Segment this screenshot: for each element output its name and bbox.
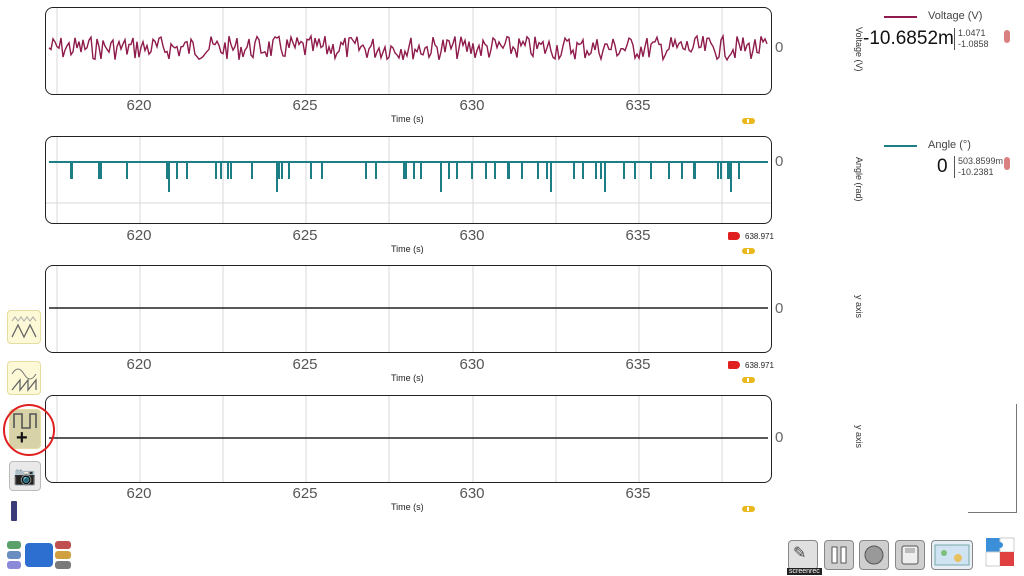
graph3-cursor-value: 638.971: [745, 361, 774, 370]
graph1-x-axis-label: Time (s): [391, 114, 424, 124]
screenrec-label: screenrec: [787, 568, 822, 575]
record-icon: [864, 545, 884, 565]
save-icon: [901, 545, 919, 565]
graph3-time-marker[interactable]: [742, 377, 755, 383]
save-button[interactable]: [895, 540, 925, 570]
triangle-wave-icon: [11, 316, 37, 339]
sidebar-handle[interactable]: [11, 501, 17, 521]
graph1-time-marker[interactable]: [742, 118, 755, 124]
graph4[interactable]: [45, 395, 772, 483]
graph2-y-axis-label: Angle (rad): [854, 157, 864, 202]
angle-legend-name: Angle (°): [928, 139, 971, 151]
graph1-zero-label: 0: [775, 39, 784, 56]
pause-button[interactable]: [824, 540, 854, 570]
graph3[interactable]: [45, 265, 772, 353]
graph3-zero-label: 0: [775, 300, 784, 317]
graph2-zero-label: 0: [775, 153, 784, 170]
x-tick: 625: [292, 356, 318, 373]
x-tick: 620: [126, 356, 152, 373]
app-menu-button[interactable]: [5, 539, 75, 571]
voltage-legend-swatch: [884, 16, 917, 18]
x-tick: 625: [292, 227, 318, 244]
pause-icon: [831, 546, 847, 564]
angle-legend-swatch: [884, 145, 917, 147]
x-tick: 635: [625, 356, 651, 373]
graph3-cursor-flag[interactable]: [728, 361, 740, 369]
camera-icon: 📷: [13, 466, 37, 486]
graph2-time-marker[interactable]: [742, 248, 755, 254]
graph4-x-axis-label: Time (s): [391, 502, 424, 512]
waveform-generator-button[interactable]: [7, 310, 41, 344]
graph2-cursor-flag[interactable]: [728, 232, 740, 240]
graph3-x-ticks: 620 625 630 635: [45, 356, 770, 376]
voltage-trace: [48, 8, 768, 94]
graph2-x-ticks: 620 625 630 635: [45, 227, 770, 247]
angle-max-value: 503.8599m: [958, 156, 1004, 166]
screenrec-icon: ✎: [793, 545, 807, 562]
x-tick: 630: [459, 227, 485, 244]
record-button[interactable]: [859, 540, 889, 570]
screenrec-button[interactable]: ✎ screenrec: [787, 540, 822, 575]
x-tick: 620: [126, 97, 152, 114]
graph3-x-axis-label: Time (s): [391, 373, 424, 383]
graph4-time-marker[interactable]: [742, 506, 755, 512]
x-tick: 620: [126, 227, 152, 244]
angle-min-value: -10.2381: [958, 167, 994, 177]
angle-trace: [46, 137, 771, 223]
x-tick: 625: [292, 97, 318, 114]
graph4-trace: [49, 396, 768, 482]
graph3-y-axis-label: y axis: [854, 295, 864, 319]
snapshot-button[interactable]: 📷: [9, 461, 41, 491]
angle-min-max: 503.8599m -10.2381: [954, 156, 1003, 178]
x-tick: 635: [625, 97, 651, 114]
angle-current-value: 0: [937, 156, 948, 177]
x-tick: 630: [459, 97, 485, 114]
voltage-min-max: 1.0471 -1.0858: [954, 28, 989, 50]
graph4-zero-label: 0: [775, 429, 784, 446]
puzzle-icon: [985, 537, 1015, 567]
panel-corner-bracket: [968, 404, 1017, 513]
x-tick: 635: [625, 227, 651, 244]
x-tick: 620: [126, 485, 152, 502]
x-tick: 630: [459, 485, 485, 502]
graph2-x-axis-label: Time (s): [391, 244, 424, 254]
graph2-cursor-value: 638.971: [745, 232, 774, 241]
voltage-min-value: -1.0858: [958, 39, 989, 49]
map-icon: [934, 544, 970, 566]
graph3-trace: [49, 266, 768, 352]
angle-graph[interactable]: [45, 136, 772, 224]
graph1-x-ticks: 620 625 630 635: [45, 97, 770, 117]
graph4-x-ticks: 620 625 630 635: [45, 485, 770, 505]
export-button[interactable]: [931, 540, 973, 570]
voltage-scroll-handle[interactable]: [1004, 30, 1010, 43]
puzzle-button[interactable]: [982, 534, 1018, 570]
voltage-max-value: 1.0471: [958, 28, 986, 38]
voltage-current-value: -10.6852m: [863, 28, 954, 49]
highlight-circle: [3, 404, 55, 456]
voltage-line: [48, 33, 768, 62]
x-tick: 625: [292, 485, 318, 502]
x-tick: 635: [625, 485, 651, 502]
sine-wave-button[interactable]: [7, 361, 41, 395]
sawtooth-wave-icon: [11, 368, 37, 392]
voltage-graph[interactable]: [45, 7, 772, 95]
voltage-legend-name: Voltage (V): [928, 10, 983, 22]
graph4-y-axis-label: y axis: [854, 425, 864, 449]
angle-scroll-handle[interactable]: [1004, 157, 1010, 170]
app-logo-icon: [7, 541, 71, 569]
x-tick: 630: [459, 356, 485, 373]
